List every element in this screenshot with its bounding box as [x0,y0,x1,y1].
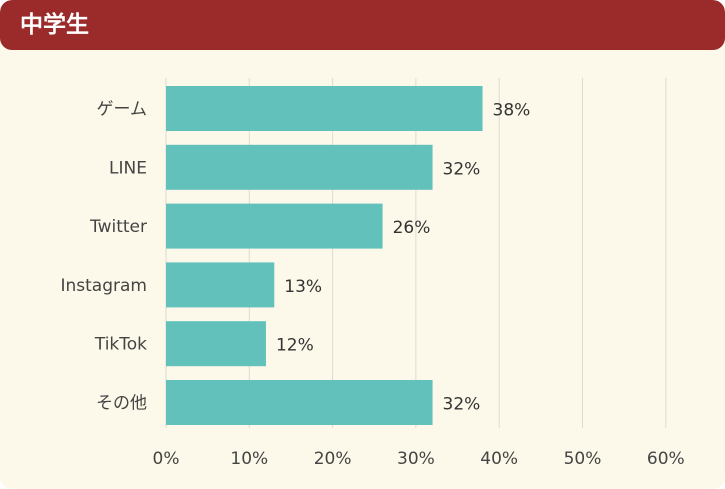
x-tick-label: 40% [480,449,518,469]
x-tick-label: 10% [230,449,268,469]
bar-3 [166,262,275,308]
value-label: 26% [393,218,431,238]
x-tick-label: 50% [564,449,602,469]
x-tick-label: 20% [314,449,352,469]
bar-1 [166,144,433,190]
category-label: ゲーム [97,100,148,120]
category-label: Twitter [89,217,147,237]
value-label: 12% [276,336,314,356]
category-label: Instagram [61,276,148,296]
category-label: LINE [109,158,147,178]
x-tick-label: 30% [397,449,435,469]
bar-5 [166,380,433,425]
chart-header: 中学生 [0,0,725,50]
value-label: 38% [493,101,531,121]
category-label: その他 [96,394,147,414]
x-tick-label: 0% [153,449,180,469]
category-label: TikTok [94,335,147,355]
value-label: 32% [443,159,481,179]
chart-title: 中学生 [20,12,89,38]
bar-2 [166,203,383,249]
bar-0 [166,86,483,131]
value-label: 32% [443,395,481,415]
bar-4 [166,321,266,367]
x-tick-label: 60% [647,449,685,469]
value-label: 13% [284,277,322,297]
